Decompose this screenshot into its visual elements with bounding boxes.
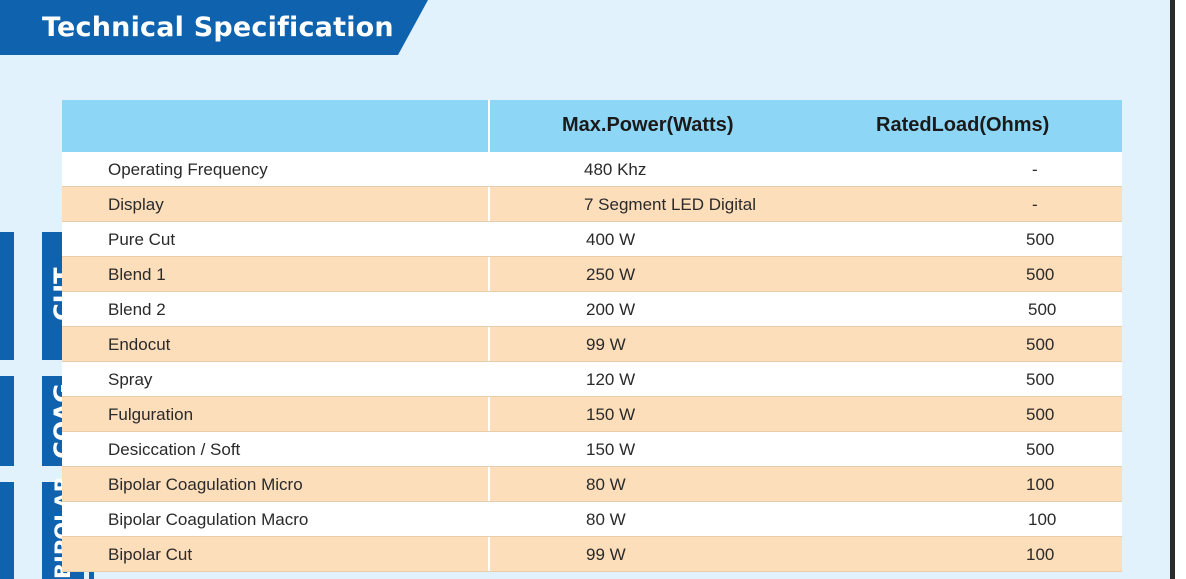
row-label: Bipolar Coagulation Micro (108, 475, 303, 494)
row-label: Spray (108, 370, 153, 389)
row-load: 100 (1026, 475, 1055, 494)
bipolar-group-tab (0, 482, 14, 579)
row-power: 250 W (586, 265, 636, 284)
page-title: Technical Specification (42, 12, 394, 43)
right-border (1170, 0, 1175, 579)
row-power: 120 W (586, 370, 636, 389)
table-row: Bipolar Coagulation Micro 80 W 100 (62, 467, 1122, 502)
row-load: 500 (1026, 440, 1055, 459)
row-power: 150 W (586, 405, 636, 424)
row-power: 99 W (586, 545, 626, 564)
row-label: Operating Frequency (108, 160, 268, 179)
row-power: 200 W (586, 300, 636, 319)
row-load: 500 (1026, 335, 1055, 354)
row-label: Endocut (108, 335, 171, 354)
table-row: Spray 120 W 500 (62, 362, 1122, 397)
max-power-header: Max.Power(Watts) (562, 114, 734, 136)
row-load: 500 (1026, 370, 1055, 389)
row-load: 100 (1028, 510, 1057, 529)
row-power: 80 W (586, 475, 626, 494)
row-power: 80 W (586, 510, 626, 529)
row-label: Pure Cut (108, 230, 176, 249)
row-load: 500 (1026, 405, 1055, 424)
table-row: Blend 2 200 W 500 (62, 292, 1122, 327)
right-margin (1175, 0, 1186, 579)
table-row: Desiccation / Soft 150 W 500 (62, 432, 1122, 467)
row-label: Blend 2 (108, 300, 166, 319)
table-row: Blend 1 250 W 500 (62, 257, 1122, 292)
row-label: Bipolar Coagulation Macro (108, 510, 309, 529)
row-load: 100 (1026, 545, 1055, 564)
title-banner (0, 0, 428, 55)
table-row: Operating Frequency 480 Khz - (62, 152, 1122, 187)
table-row: Display 7 Segment LED Digital - (62, 187, 1122, 222)
row-power: 99 W (586, 335, 626, 354)
header-cell-max-power: Max.Power(Watts) (490, 100, 750, 152)
rated-load-header: RatedLoad(Ohms) (876, 114, 1050, 136)
spec-table: Max.Power(Watts) RatedLoad(Ohms) Operati… (62, 100, 1122, 572)
row-power: 480 Khz (584, 160, 647, 179)
header-cell-parameter (62, 100, 490, 152)
row-label: Fulguration (108, 405, 194, 424)
coag-group-tab (0, 376, 14, 466)
row-label: Desiccation / Soft (108, 440, 241, 459)
row-load: 500 (1026, 265, 1055, 284)
row-power: 150 W (586, 440, 636, 459)
table-row: Fulguration 150 W 500 (62, 397, 1122, 432)
table-row: Bipolar Cut 99 W 100 (62, 537, 1122, 572)
row-load: 500 (1028, 300, 1057, 319)
table-header: Max.Power(Watts) RatedLoad(Ohms) (62, 100, 1122, 152)
row-label: Blend 1 (108, 265, 166, 284)
row-power: 400 W (586, 230, 636, 249)
table-row: Bipolar Coagulation Macro 80 W 100 (62, 502, 1122, 537)
row-load: - (1032, 160, 1038, 179)
row-load: 500 (1026, 230, 1055, 249)
table-row: Pure Cut 400 W 500 (62, 222, 1122, 257)
row-power: 7 Segment LED Digital (584, 195, 756, 214)
row-load: - (1032, 195, 1038, 214)
row-label: Display (108, 195, 164, 214)
table-row: Endocut 99 W 500 (62, 327, 1122, 362)
cut-group-tab (0, 232, 14, 360)
row-label: Bipolar Cut (108, 545, 193, 564)
header-cell-rated-load: RatedLoad(Ohms) (750, 100, 1122, 152)
